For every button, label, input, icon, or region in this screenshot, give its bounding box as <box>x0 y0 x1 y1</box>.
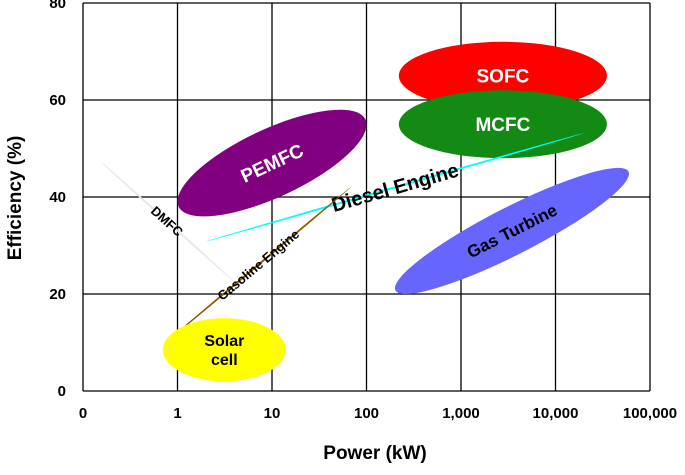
region-shape-gas-turbine <box>394 167 630 294</box>
region-mcfc: MCFC <box>398 90 607 159</box>
y-tick-label: 40 <box>49 189 66 206</box>
region-label-sofc: SOFC <box>476 66 529 87</box>
region-shape-dmfc <box>99 160 235 282</box>
tick-labels: 0 1 10 100 1,000 10,000 100,000 0 20 40 60 80 <box>49 0 677 422</box>
region-label-line: cell <box>211 352 238 369</box>
x-axis-title: Power (kW) <box>323 443 426 464</box>
y-axis-title: Efficiency (%) <box>5 136 26 261</box>
region-label-line: SOFC <box>476 66 529 87</box>
y-tick-label: 20 <box>49 286 66 303</box>
region-sofc: SOFC <box>398 41 607 110</box>
y-tick-label: 0 <box>58 383 66 400</box>
region-shape-diesel-engine <box>205 133 585 242</box>
region-shape-pemfc <box>177 109 367 217</box>
region-shape-solar-cell <box>162 318 286 382</box>
y-tick-label: 80 <box>49 0 66 12</box>
x-tick-label: 1 <box>173 405 181 422</box>
region-label-solar-cell: Solar cell <box>204 333 244 369</box>
region-shape-gasoline-engine <box>164 186 352 344</box>
x-tick-label: 10,000 <box>533 405 579 422</box>
x-tick-label: 100,000 <box>623 405 677 422</box>
region-label-line: Solar <box>204 333 244 350</box>
y-tick-label: 60 <box>49 92 66 109</box>
x-tick-label: 1,000 <box>442 405 480 422</box>
region-solar-cell: Solar cell <box>162 318 286 382</box>
x-tick-label: 0 <box>79 405 87 422</box>
region-pemfc: PEMFC <box>177 109 367 217</box>
x-tick-label: 100 <box>354 405 379 422</box>
x-tick-label: 10 <box>264 405 281 422</box>
region-shape-sofc <box>398 41 607 110</box>
region-label-mcfc: MCFC <box>475 115 530 136</box>
region-label-line: MCFC <box>475 115 530 136</box>
